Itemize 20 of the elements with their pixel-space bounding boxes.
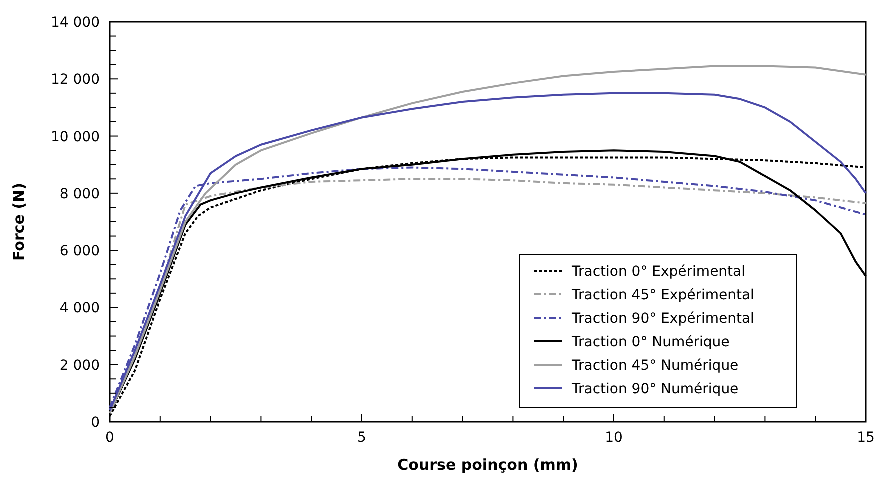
y-tick-label: 0 bbox=[91, 415, 100, 431]
x-tick-label: 15 bbox=[857, 430, 875, 446]
legend-label: Traction 45° Numérique bbox=[571, 358, 739, 374]
legend-label: Traction 45° Expérimental bbox=[571, 288, 754, 304]
x-tick-label: 5 bbox=[358, 430, 366, 446]
y-tick-label: 12 000 bbox=[51, 72, 100, 88]
y-tick-label: 14 000 bbox=[51, 15, 100, 31]
x-tick-label: 0 bbox=[106, 430, 114, 446]
y-tick-label: 2 000 bbox=[60, 358, 100, 374]
y-tick-label: 8 000 bbox=[60, 186, 100, 202]
legend-label: Traction 0° Numérique bbox=[571, 334, 730, 350]
x-axis-title: Course poinçon (mm) bbox=[398, 456, 578, 474]
y-tick-label: 10 000 bbox=[51, 129, 100, 146]
y-axis-title: Force (N) bbox=[10, 183, 28, 261]
legend-label: Traction 0° Expérimental bbox=[571, 264, 746, 280]
y-tick-label: 6 000 bbox=[60, 244, 100, 260]
legend-label: Traction 90° Numérique bbox=[571, 382, 739, 398]
y-tick-label: 4 000 bbox=[60, 300, 100, 317]
legend-label: Traction 90° Expérimental bbox=[571, 311, 754, 327]
x-tick-label: 10 bbox=[605, 430, 623, 446]
